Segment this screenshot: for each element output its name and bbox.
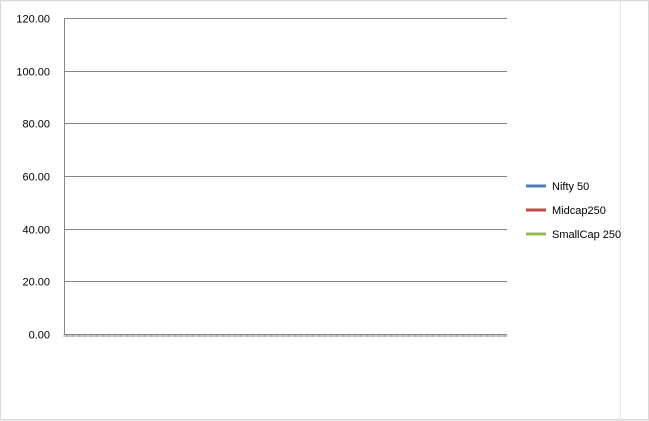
legend-label-1: Midcap250 (552, 205, 606, 217)
y-tick-label: 40.00 (22, 225, 50, 237)
y-axis-ticks: 0.00 20.00 40.00 60.00 80.00 100.00 120.00 (16, 14, 50, 342)
y-tick-label: 80.00 (22, 119, 50, 131)
legend-label-0: Nifty 50 (552, 181, 589, 193)
gridlines (64, 19, 507, 282)
legend-label-2: SmallCap 250 (552, 229, 621, 241)
y-tick-label: 20.00 (22, 277, 50, 289)
legend: Nifty 50 Midcap250 SmallCap 250 (526, 181, 621, 241)
y-tick-label: 60.00 (22, 172, 50, 184)
x-axis: 01-01-201822-Jan-1814-Feb-1808-Mar-1802-… (1, 18, 507, 343)
y-tick-label: 100.00 (16, 67, 50, 79)
y-tick-label: 0.00 (29, 330, 50, 342)
y-tick-label: 120.00 (16, 14, 50, 26)
